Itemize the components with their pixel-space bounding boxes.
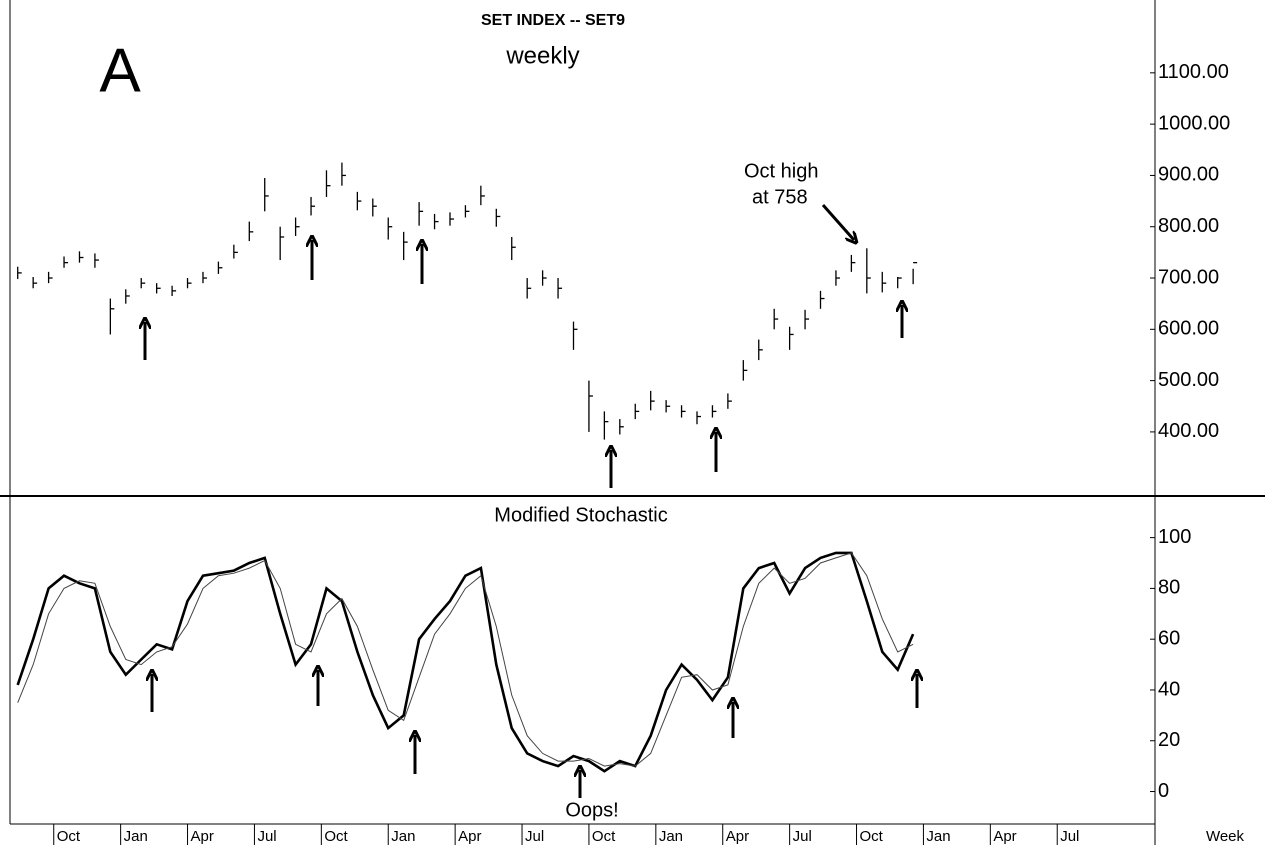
- x-tick-label: Jul: [525, 828, 544, 845]
- x-tick-label: Apr: [726, 828, 749, 845]
- chart-title: SET INDEX -- SET9: [481, 12, 625, 29]
- y-tick-label: 60: [1158, 627, 1180, 649]
- x-tick-label: Oct: [324, 828, 348, 845]
- annotation: at 758: [752, 186, 808, 208]
- panel-title: Modified Stochastic: [494, 504, 667, 526]
- arrow: [821, 204, 854, 240]
- x-tick-label: Jan: [926, 828, 950, 845]
- stochastic-line: [17, 552, 914, 767]
- annotation: Oct high: [744, 160, 818, 182]
- x-axis-label: Week: [1206, 828, 1245, 845]
- y-tick-label: 20: [1158, 729, 1180, 751]
- y-tick-label: 400.00: [1158, 420, 1219, 442]
- x-tick-label: Jan: [391, 828, 415, 845]
- y-tick-label: 80: [1158, 577, 1180, 599]
- y-tick-label: 800.00: [1158, 215, 1219, 237]
- y-tick-label: 500.00: [1158, 369, 1219, 391]
- y-tick-label: 1000.00: [1158, 112, 1230, 134]
- x-tick-label: Oct: [592, 828, 616, 845]
- y-tick-label: 100: [1158, 526, 1191, 548]
- y-tick-label: 40: [1158, 678, 1180, 700]
- x-tick-label: Jul: [1060, 828, 1079, 845]
- y-tick-label: 600.00: [1158, 318, 1219, 340]
- annotation: Oops!: [565, 799, 618, 821]
- panel-label: A: [99, 36, 141, 105]
- x-tick-label: Apr: [993, 828, 1016, 845]
- y-tick-label: 0: [1158, 780, 1169, 802]
- y-tick-label: 900.00: [1158, 164, 1219, 186]
- x-tick-label: Apr: [458, 828, 481, 845]
- x-tick-label: Jan: [659, 828, 683, 845]
- x-tick-label: Apr: [191, 828, 214, 845]
- chart-subtitle: weekly: [505, 42, 579, 69]
- x-tick-label: Jul: [257, 828, 276, 845]
- x-tick-label: Jan: [124, 828, 148, 845]
- x-tick-label: Oct: [860, 828, 884, 845]
- stochastic-line: [16, 551, 915, 773]
- arrows: [145, 204, 917, 798]
- x-tick-label: Jul: [793, 828, 812, 845]
- y-tick-label: 1100.00: [1158, 61, 1229, 83]
- y-tick-label: 700.00: [1158, 266, 1219, 288]
- x-tick-label: Oct: [57, 828, 81, 845]
